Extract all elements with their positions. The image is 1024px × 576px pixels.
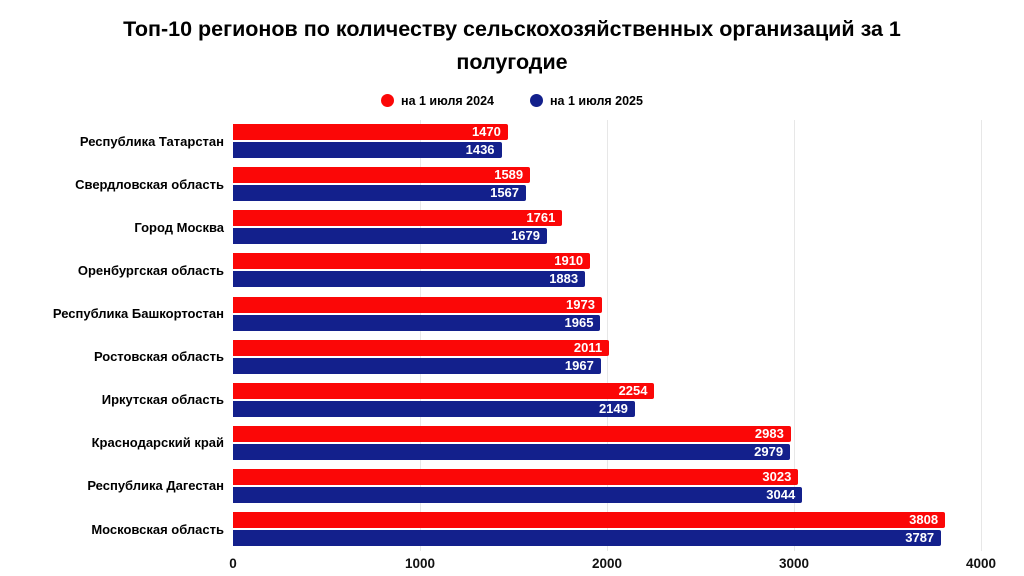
bar-2025: 1567 <box>233 185 527 202</box>
x-tick-label: 4000 <box>965 555 997 571</box>
bar-2024: 1910 <box>233 253 591 270</box>
bar-2025: 2979 <box>233 443 791 460</box>
category-label: Республика Башкортостан <box>52 306 224 322</box>
gridlines <box>233 119 982 551</box>
bar-value-label: 1470 <box>471 124 501 140</box>
category-label: Оренбургская область <box>77 262 224 278</box>
bar-group: 3808 3787 <box>233 512 981 547</box>
bar-rows: Республика Татарстан 1470 1436 Свердловская… <box>10 120 1024 551</box>
bar-group: 1910 1883 <box>233 253 981 288</box>
bar-2024: 1589 <box>233 167 531 184</box>
chart-title: Топ-10 регионов по количеству сельскохоз… <box>123 17 901 75</box>
chart-row: Республика Дагестан 3023 3044 <box>10 464 1024 507</box>
bar-value-label: 3787 <box>905 530 935 546</box>
chart-row: Московская область 3808 3787 <box>10 507 1024 550</box>
category-label: Краснодарский край <box>91 435 224 451</box>
bar-group: 2011 1967 <box>233 339 981 374</box>
category-label: Город Москва <box>134 219 224 235</box>
bar-group: 2983 2979 <box>233 425 981 460</box>
bar-value-label: 1679 <box>511 228 540 244</box>
bar-value-label: 3023 <box>762 468 792 484</box>
chart-legend: на 1 июля 2024 на 1 июля 2025 <box>0 92 1024 110</box>
bar-value-label: 3044 <box>766 486 796 502</box>
category-label: Республика Татарстан <box>79 133 224 149</box>
bar-2024: 3808 <box>233 512 946 529</box>
bar-value-label: 1761 <box>526 210 556 226</box>
bar-group: 2254 2149 <box>233 382 981 417</box>
bar-value-label: 1436 <box>465 142 495 158</box>
bar-2025: 1436 <box>233 142 502 159</box>
bar-2025: 2149 <box>233 400 635 417</box>
gridline <box>980 119 982 551</box>
bar-2025: 1965 <box>233 314 601 331</box>
bar-2025: 1967 <box>233 357 601 374</box>
bar-value-label: 2254 <box>618 382 648 398</box>
bar-group: 1589 1567 <box>233 167 981 202</box>
legend-label: на 1 июля 2024 <box>401 93 494 108</box>
category-label: Свердловская область <box>75 176 224 192</box>
x-tick-label: 1000 <box>404 555 436 571</box>
bar-2024: 1761 <box>233 210 563 227</box>
bar-value-label: 1965 <box>564 314 594 330</box>
x-tick-label: 3000 <box>778 555 810 571</box>
bar-2024: 2011 <box>233 339 610 356</box>
chart-row: Республика Башкортостан 1973 1965 <box>10 292 1024 335</box>
bar-2024: 1973 <box>233 296 602 313</box>
category-label: Ростовская область <box>93 349 224 365</box>
category-label: Республика Дагестан <box>87 478 224 494</box>
bar-2025: 1679 <box>233 228 547 245</box>
chart-row: Краснодарский край 2983 2979 <box>10 421 1024 464</box>
category-label: Иркутская область <box>101 392 224 408</box>
bar-2024: 3023 <box>233 468 799 485</box>
bar-value-label: 1589 <box>494 167 524 183</box>
legend-label: на 1 июля 2025 <box>550 93 643 108</box>
bar-value-label: 1883 <box>549 271 579 287</box>
bar-2025: 1883 <box>233 271 586 288</box>
bar-value-label: 2983 <box>754 425 784 441</box>
bar-2024: 1470 <box>233 124 508 141</box>
bar-value-label: 1967 <box>564 357 594 373</box>
bar-value-label: 2149 <box>598 400 628 416</box>
bar-group: 3023 3044 <box>233 468 981 503</box>
chart-row: Свердловская область 1589 1567 <box>10 163 1024 206</box>
bar-group: 1761 1679 <box>233 210 981 245</box>
bar-value-label: 3808 <box>909 512 939 528</box>
legend-item-1: на 1 июля 2024 <box>381 94 494 108</box>
bar-value-label: 2979 <box>754 443 784 459</box>
category-label: Московская область <box>91 521 224 537</box>
gridline <box>419 119 421 551</box>
gridline <box>606 119 608 551</box>
bar-2025: 3044 <box>233 486 803 503</box>
bar-value-label: 1973 <box>566 296 595 312</box>
bar-group: 1470 1436 <box>233 124 981 159</box>
legend-dot-icon <box>530 94 543 108</box>
bar-2024: 2254 <box>233 382 655 399</box>
chart-row: Оренбургская область 1910 1883 <box>10 249 1024 292</box>
chart-row: Город Москва 1761 1679 <box>10 206 1024 249</box>
x-tick-label: 2000 <box>591 555 623 571</box>
bar-value-label: 1567 <box>490 185 520 201</box>
x-axis: 0 1000 2000 3000 4000 <box>229 554 996 574</box>
bar-value-label: 1910 <box>554 253 584 269</box>
bar-chart: Республика Татарстан 1470 1436 Свердловская… <box>10 119 1024 574</box>
chart-row: Иркутская область 2254 2149 <box>10 378 1024 421</box>
bar-2024: 2983 <box>233 425 791 442</box>
chart-row: Ростовская область 2011 1967 <box>10 335 1024 378</box>
x-tick-label: 0 <box>229 555 237 571</box>
bar-2025: 3787 <box>233 530 942 547</box>
legend-dot-icon <box>381 94 395 108</box>
gridline <box>793 119 795 551</box>
legend-item-2: на 1 июля 2025 <box>530 94 643 108</box>
bar-value-label: 2011 <box>573 339 603 355</box>
chart-row: Республика Татарстан 1470 1436 <box>10 120 1024 163</box>
bar-group: 1973 1965 <box>233 296 981 331</box>
